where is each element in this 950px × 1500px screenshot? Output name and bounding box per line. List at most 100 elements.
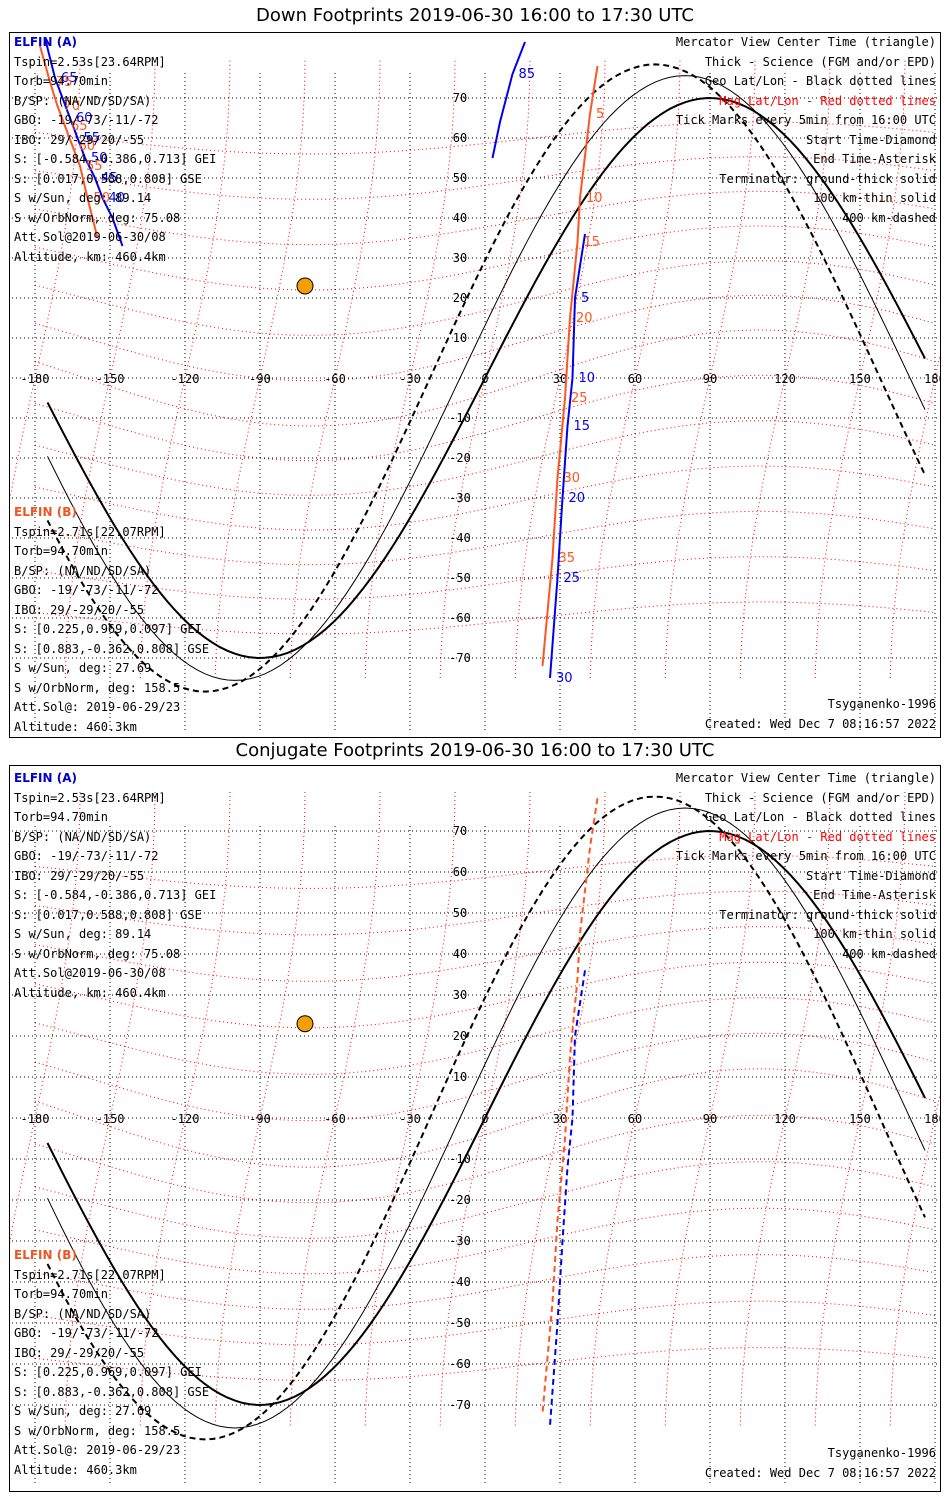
lat-tick-label: 60 [453,865,467,879]
lon-tick-label: 180 [924,372,940,386]
lon-tick-label: 90 [703,372,717,386]
lat-tick-label: 30 [453,251,467,265]
mag-lat-line [34,510,936,566]
elfin-b-line: S: [0.883,-0.362,0.808] GSE [14,1384,210,1399]
map-panel-down: -180-150-120-90-60-300306090120150180706… [9,32,941,738]
elfin-a-line: GBO: -19/-73/-11/-72 [14,849,159,863]
elfin-a-line: S w/Sun, deg: 89.14 [14,191,152,205]
elfin-a-line: S: [-0.584,-0.386,0.713] GEI [14,152,217,166]
mag-lon-line [514,57,606,679]
elfin-b-line: Tspin=2.71s[22.07RPM] [14,524,166,539]
legend-item: Thick - Science (FGM and/or EPD) [704,54,936,69]
tick-time-label: 15 [584,235,601,250]
lon-tick-label: 150 [849,1112,871,1126]
elfin-a-line: Altitude, km: 460.4km [14,249,166,264]
mag-lat-line [34,190,936,246]
elfin-a-track [44,37,124,247]
elfin-a-line: IBO: 29/-29/20/-55 [14,868,145,883]
lon-tick-label: -30 [399,372,421,386]
model-label: Tsyganenko-1996 [827,697,936,711]
elfin-a-line: S: [-0.584,-0.386,0.713] GEI [14,888,217,902]
elfin-a-info: ELFIN (A) Tspin=2.53s[23.64RPM] Torb=94.… [14,33,216,267]
mag-lat-line [34,1068,936,1168]
lat-tick-label: 40 [453,211,467,225]
mag-lon-line [64,57,156,679]
legend-item: Mercator View Center Time (triangle) [675,771,936,785]
lon-tick-label: -60 [324,1112,346,1126]
elfin-b-line: S w/OrbNorm, deg: 158.5 [14,1423,181,1438]
elfin-a-header: ELFIN (A) [14,35,77,49]
elfin-b-line: B/SP: (NA/ND/SD/SA) [14,563,152,578]
lon-tick-label: -120 [171,372,200,386]
legend: Mercator View Center Time (triangle) Thi… [676,769,936,964]
tick-time-label: 40 [109,191,126,206]
mag-lat-line [34,1032,936,1122]
mag-lat-line [34,890,936,936]
sun-icon [296,1015,314,1033]
panel-title-conjugate: Conjugate Footprints 2019-06-30 16:00 to… [235,740,715,761]
model-label: Tsyganenko-1996 [827,1446,936,1460]
mag-lon-line [589,57,681,679]
tick-time-label: 50 [94,191,111,206]
created-label: Created: Wed Dec 7 08:16:57 2022 [704,1466,936,1480]
tick-time-label: 55 [84,131,101,146]
legend-item: Tick Marks every 5min from 16:00 UTC [675,113,936,127]
tick-time-label: 70 [64,99,81,114]
tick-time-label: 25 [564,571,581,586]
lat-tick-label: -70 [449,651,471,665]
elfin-a-line: GBO: -19/-73/-11/-72 [14,113,159,127]
terminator-400km [46,795,926,1441]
lon-tick-label: 180 [924,1112,940,1126]
mag-lon-line [439,789,531,1426]
legend-item: Geo Lat/Lon - Black dotted lines [704,74,936,88]
lon-tick-label: 150 [849,372,871,386]
legend-item: Tick Marks every 5min from 16:00 UTC [675,849,936,863]
mag-lat-line [34,926,936,982]
elfin-b-line: S: [0.225,0.969,0.097] GEI [14,622,202,636]
lon-tick-label: -90 [249,1112,271,1126]
mag-lon-line [589,789,681,1426]
tick-time-label: 25 [571,391,588,406]
lat-tick-label: 20 [453,291,467,305]
terminator-100km [47,807,926,1429]
tick-time-label: 15 [574,419,591,434]
created-label: Created: Wed Dec 7 08:16:57 2022 [704,717,936,731]
tick-time-label: 5 [596,107,604,122]
mag-lon-line [214,57,306,679]
elfin-a-line: B/SP: (NA/ND/SD/SA) [14,829,152,844]
elfin-a-line: Tspin=2.53s[23.64RPM] [14,54,166,69]
elfin-b-line: IBO: 29/-29/20/-55 [14,602,145,617]
legend-item: Start Time-Diamond [805,132,936,147]
elfin-b-header: ELFIN (B) [14,505,77,519]
lat-tick-label: 70 [453,824,467,838]
mag-lon-line [364,57,456,679]
legend-item: Geo Lat/Lon - Black dotted lines [704,810,936,824]
lat-tick-label: -40 [449,531,471,545]
axis-labels: -180-150-120-90-60-300306090120150180706… [21,824,940,1412]
tick-time-label: 55 [86,159,103,174]
tick-time-label: 85 [519,67,536,82]
mag-lon-line [364,789,456,1426]
legend-item: 400 km-dashed [842,946,936,961]
elfin-a-line: S: [0.017,0.588,0.808] GSE [14,907,202,922]
tick-time-label: 10 [579,371,596,386]
elfin-a-line: Att.Sol@2019-06-30/08 [14,230,166,244]
elfin-a-line: S w/OrbNorm, deg: 75.08 [14,946,181,961]
elfin-b-line: Torb=94.70min [14,1287,108,1301]
mag-lat-line [34,1254,936,1310]
tick-time-label: 30 [564,471,581,486]
tick-time-label: 60 [76,111,93,126]
tick-time-label: 35 [559,551,576,566]
mag-lon-line [139,57,231,679]
elfin-a-track [549,233,586,679]
axis-labels: -180-150-120-90-60-300306090120150180706… [21,91,940,665]
tick-time-label: 10 [586,191,603,206]
legend-item: Mercator View Center Time (triangle) [675,35,936,49]
lat-tick-label: -50 [449,571,471,585]
panel-title-down: Down Footprints 2019-06-30 16:00 to 17:3… [256,5,694,26]
lon-tick-label: -180 [21,1112,50,1126]
elfin-a-line: S: [0.017,0.588,0.808] GSE [14,171,202,186]
elfin-b-line: Torb=94.70min [14,544,108,558]
lon-tick-label: -90 [249,372,271,386]
elfin-a-line: Altitude, km: 460.4km [14,985,166,1000]
